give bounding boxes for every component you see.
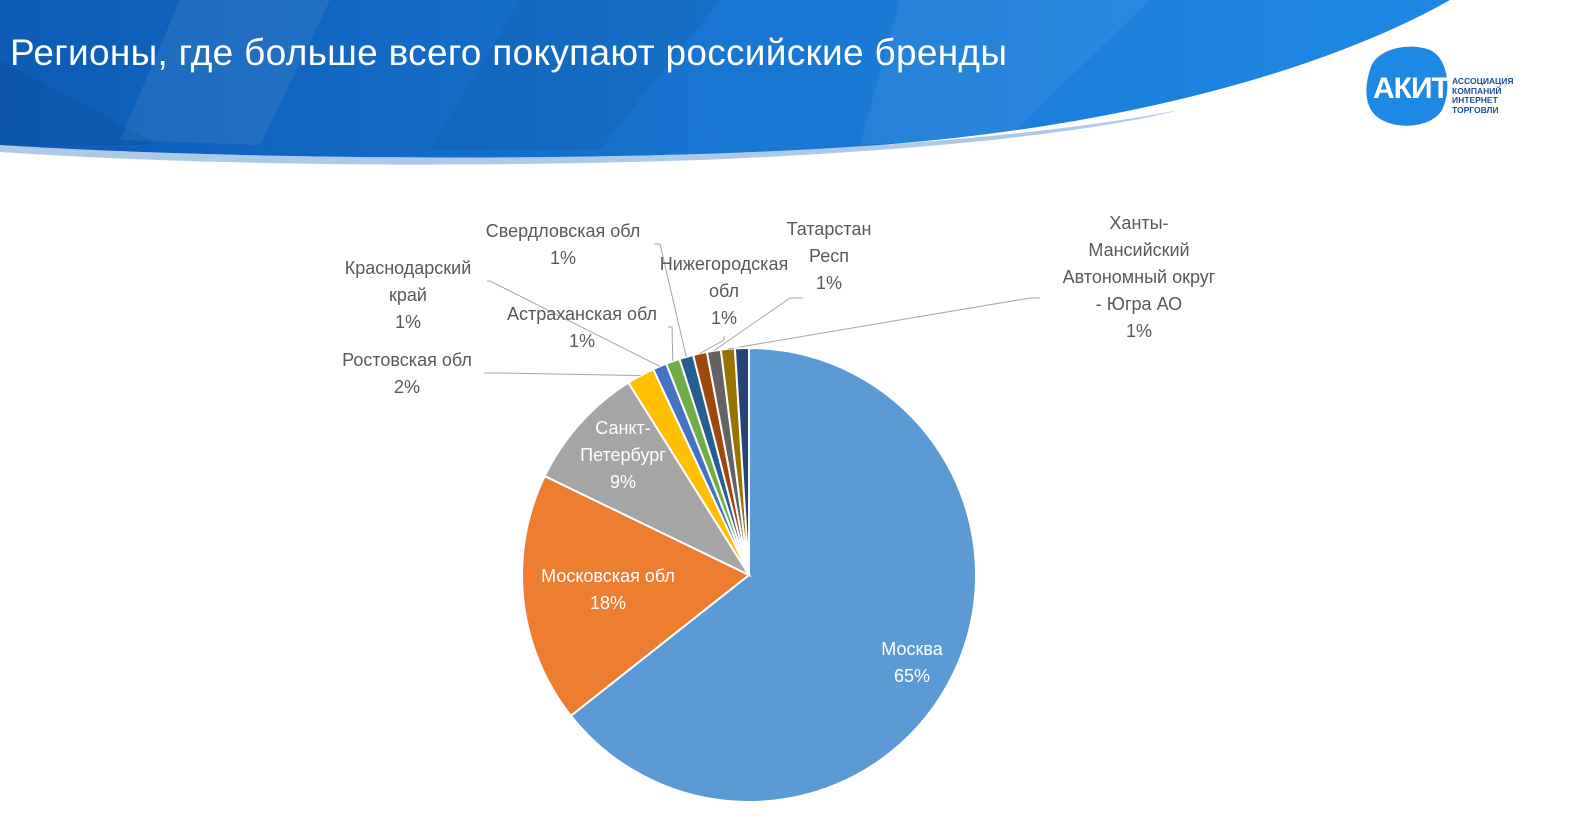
data-label-line: Москва <box>881 639 943 659</box>
pie-slice <box>543 381 752 578</box>
logo-blob-icon <box>1366 46 1448 126</box>
data-label-line: Московская обл <box>541 566 675 586</box>
data-label: Краснодарский край 1% <box>345 258 472 332</box>
data-label: Свердловская обл 1% <box>486 221 641 268</box>
data-label-line: Ростовская обл <box>342 350 472 370</box>
leader-line <box>699 336 725 354</box>
data-label-line: 1% <box>1126 321 1152 341</box>
data-label-line: Астраханская обл <box>507 304 657 324</box>
pie-slice <box>521 474 751 718</box>
data-label-line: Татарстан <box>787 219 872 239</box>
data-label-line: Санкт- <box>595 418 650 438</box>
leader-line <box>484 372 641 377</box>
data-label-line: Ханты- <box>1109 213 1168 233</box>
data-label-line: - Югра АО <box>1096 294 1182 314</box>
data-label: Нижегородская обл 1% <box>660 254 788 328</box>
data-label-line: 2% <box>394 377 420 397</box>
data-label-line: 1% <box>816 273 842 293</box>
data-label-line: 1% <box>711 308 737 328</box>
logo-line: ИНТЕРНЕТ <box>1452 95 1498 105</box>
leader-line <box>727 297 1040 350</box>
data-label-line: Автономный округ <box>1063 267 1216 287</box>
data-label: Астраханская обл 1% <box>507 304 657 351</box>
leader-line <box>654 243 687 357</box>
data-label-line: Петербург <box>580 445 666 465</box>
data-label: Московская обл 18% <box>541 566 675 613</box>
logo-line: КОМПАНИЙ <box>1452 85 1502 96</box>
data-label: Татарстан Респ 1% <box>787 219 872 293</box>
data-label: Москва 65% <box>881 639 943 686</box>
data-label-line: 9% <box>610 472 636 492</box>
data-label: Ханты- Мансийский Автономный округ - Югра А… <box>1063 213 1216 341</box>
data-label-line: 1% <box>569 331 595 351</box>
pie-slice <box>733 346 750 576</box>
akit-logo: АКИТ АССОЦИАЦИЯ КОМПАНИЙ ИНТЕРНЕТ ТОРГОВ… <box>1360 40 1540 130</box>
leader-line <box>668 326 674 362</box>
data-label-line: Краснодарский <box>345 258 472 278</box>
data-label: Ростовская обл 2% <box>342 350 472 397</box>
header-banner <box>0 0 1450 165</box>
data-label: Санкт- Петербург 9% <box>580 418 666 492</box>
logo-line: АССОЦИАЦИЯ <box>1452 76 1514 86</box>
data-label-line: 65% <box>894 666 930 686</box>
logo-line: ТОРГОВЛИ <box>1452 104 1499 115</box>
leader-line <box>713 297 803 352</box>
data-label-line: 1% <box>550 248 576 268</box>
logo-text: АССОЦИАЦИЯ КОМПАНИЙ ИНТЕРНЕТ ТОРГОВЛИ <box>1452 76 1514 115</box>
logo-mark: АКИТ <box>1373 72 1450 105</box>
pie-slice <box>569 346 977 803</box>
data-label-line: Нижегородская <box>660 254 788 274</box>
leader-line <box>487 280 660 367</box>
data-label-line: край <box>389 285 427 305</box>
data-label-line: Мансийский <box>1088 240 1189 260</box>
data-label-line: 18% <box>590 593 626 613</box>
data-label-line: Респ <box>809 246 849 266</box>
data-label-line: 1% <box>395 312 421 332</box>
data-label-line: обл <box>709 281 739 301</box>
data-label-line: Свердловская обл <box>486 221 641 241</box>
page-title: Регионы, где больше всего покупают росси… <box>10 32 1008 73</box>
